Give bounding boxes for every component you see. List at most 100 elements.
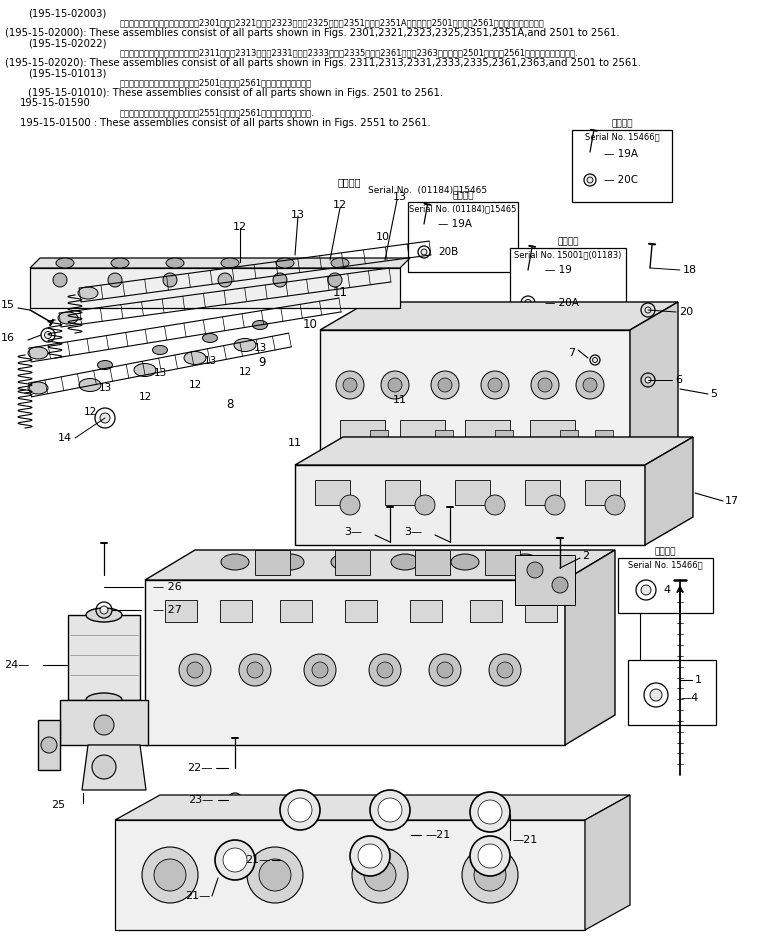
Text: Serial No. 15001～(01183): Serial No. 15001～(01183): [514, 250, 622, 259]
Ellipse shape: [166, 258, 184, 268]
Polygon shape: [295, 465, 645, 545]
Text: 13: 13: [99, 383, 112, 393]
Circle shape: [593, 358, 597, 362]
Text: 20: 20: [679, 307, 693, 317]
Text: Serial No. (01184)～15465: Serial No. (01184)～15465: [409, 204, 516, 213]
Ellipse shape: [234, 339, 256, 351]
Circle shape: [481, 371, 509, 399]
Bar: [435, 430, 453, 450]
Text: — 20A: — 20A: [545, 298, 579, 308]
Circle shape: [497, 662, 513, 678]
Bar: [370, 430, 388, 450]
Circle shape: [429, 654, 461, 686]
Text: 18: 18: [683, 265, 697, 275]
Circle shape: [645, 377, 651, 383]
Circle shape: [364, 859, 396, 891]
Circle shape: [437, 662, 453, 678]
Text: —21: —21: [512, 835, 537, 845]
Text: これらのアセンブリの構成部品は第2311図、第2313図、第2331図、第2333図、第2335図、第2361図、第2363図および第2501図から第2561図: これらのアセンブリの構成部品は第2311図、第2313図、第2331図、第233…: [120, 48, 578, 57]
Bar: [572, 130, 672, 202]
Text: 10: 10: [376, 232, 390, 242]
Text: これらのアセンブリの構成部品は第2501図から第2561図までの品を含みます: これらのアセンブリの構成部品は第2501図から第2561図までの品を含みます: [120, 78, 312, 87]
Circle shape: [438, 378, 452, 392]
Circle shape: [545, 495, 565, 515]
Text: — 19A: — 19A: [438, 219, 472, 229]
Text: 195-15-01590: 195-15-01590: [20, 98, 91, 108]
Bar: [530, 420, 575, 455]
Polygon shape: [38, 720, 60, 770]
Ellipse shape: [86, 693, 122, 707]
Ellipse shape: [221, 258, 239, 268]
Bar: [220, 600, 252, 622]
Polygon shape: [645, 437, 693, 545]
Circle shape: [388, 378, 402, 392]
Text: (195-15-01010): These assemblies consist of all parts shown in Figs. 2501 to 256: (195-15-01010): These assemblies consist…: [28, 88, 443, 98]
Circle shape: [41, 737, 57, 753]
Text: 適用号範: 適用号範: [452, 191, 474, 200]
Circle shape: [370, 790, 410, 830]
Text: 22—: 22—: [187, 763, 213, 773]
Bar: [400, 420, 445, 455]
Text: 15: 15: [1, 300, 15, 310]
Circle shape: [527, 562, 543, 578]
Circle shape: [343, 378, 357, 392]
Text: 6: 6: [675, 375, 682, 385]
Circle shape: [421, 249, 427, 255]
Circle shape: [358, 844, 382, 868]
Bar: [345, 600, 377, 622]
Ellipse shape: [28, 382, 48, 394]
Circle shape: [650, 689, 662, 701]
Text: 195-15-01500 : These assemblies consist of all parts shown in Figs. 2551 to 2561: 195-15-01500 : These assemblies consist …: [20, 118, 431, 128]
Text: (195-15-02022): (195-15-02022): [28, 38, 106, 48]
Ellipse shape: [78, 287, 98, 299]
Bar: [385, 480, 420, 505]
Circle shape: [369, 654, 401, 686]
Text: 23—: 23—: [187, 795, 213, 805]
Circle shape: [92, 755, 116, 779]
Ellipse shape: [152, 346, 168, 355]
Circle shape: [187, 662, 203, 678]
Ellipse shape: [221, 554, 249, 570]
Text: —21: —21: [425, 830, 451, 840]
Circle shape: [312, 662, 328, 678]
Polygon shape: [145, 580, 565, 745]
Text: 24—: 24—: [5, 660, 30, 670]
Bar: [510, 248, 626, 323]
Text: — 19: — 19: [545, 265, 572, 275]
Text: (195-15-02000): These assemblies consist of all parts shown in Figs. 2301,2321,2: (195-15-02000): These assemblies consist…: [5, 28, 620, 38]
Text: これらのアセンブリの構成部品は第2551図から第2561図の部品まで含みます.: これらのアセンブリの構成部品は第2551図から第2561図の部品まで含みます.: [120, 108, 314, 117]
Bar: [585, 480, 620, 505]
Text: 13: 13: [393, 192, 407, 202]
Circle shape: [489, 654, 521, 686]
Circle shape: [350, 836, 390, 876]
Bar: [595, 430, 613, 450]
Text: 3—: 3—: [344, 527, 362, 537]
Text: 9: 9: [259, 357, 265, 369]
Circle shape: [125, 757, 141, 773]
Text: 2: 2: [582, 551, 589, 561]
Bar: [280, 600, 312, 622]
Text: 1: 1: [695, 675, 702, 685]
Text: (195-15-02003): (195-15-02003): [28, 8, 106, 18]
Polygon shape: [115, 820, 585, 930]
Text: 13: 13: [153, 368, 167, 378]
Polygon shape: [320, 302, 678, 330]
Circle shape: [474, 859, 506, 891]
Bar: [315, 480, 350, 505]
Ellipse shape: [203, 333, 217, 343]
Text: 適用号範: 適用号範: [655, 547, 676, 556]
Circle shape: [288, 798, 312, 822]
Text: 12: 12: [188, 380, 202, 390]
Text: これらのアセンブリの構成部品は第2301図、第2321図、第2323図、第2325図、第2351図、第2351A図および第2501図から第2561図までの品を含: これらのアセンブリの構成部品は第2301図、第2321図、第2323図、第232…: [120, 18, 545, 27]
Ellipse shape: [252, 321, 268, 329]
Text: — 19A: — 19A: [604, 149, 638, 159]
Text: 5: 5: [710, 389, 717, 399]
Polygon shape: [565, 550, 615, 745]
Polygon shape: [485, 550, 520, 575]
Circle shape: [485, 495, 505, 515]
Text: (195-15-02020): These assemblies consist of all parts shown in Figs. 2311,2313,2: (195-15-02020): These assemblies consist…: [5, 58, 641, 68]
Polygon shape: [145, 550, 615, 580]
Polygon shape: [415, 550, 450, 575]
Bar: [618, 558, 713, 613]
Circle shape: [340, 495, 360, 515]
